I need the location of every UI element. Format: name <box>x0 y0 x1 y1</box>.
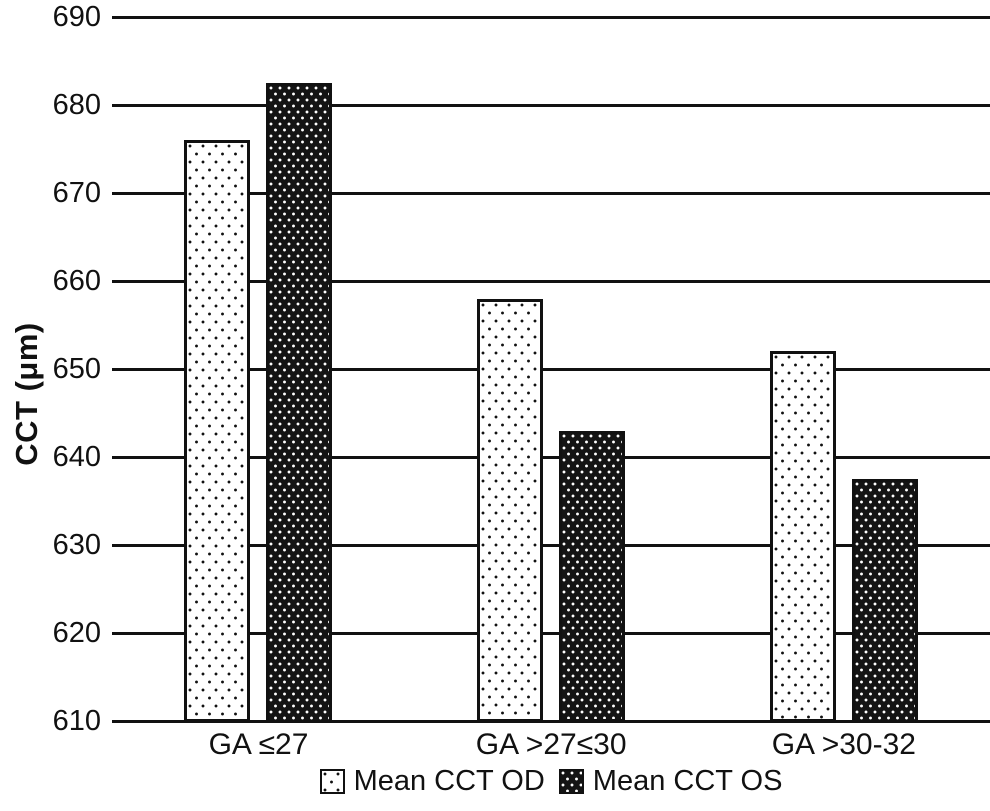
legend-item-os: Mean CCT OS <box>558 764 783 798</box>
x-category-label-1: GA >27≤30 <box>475 728 627 761</box>
gridline-y-650 <box>112 367 990 371</box>
gridline-y-620 <box>112 631 990 635</box>
gridline-y-680 <box>112 103 990 107</box>
y-tick-label-660: 660 <box>52 265 101 297</box>
gridline-y-690 <box>112 15 990 19</box>
y-tick-label-640: 640 <box>52 441 101 473</box>
y-tick-label-650: 650 <box>52 353 101 385</box>
y-tick-label-670: 670 <box>52 177 101 209</box>
bar-od-group-0 <box>184 140 251 723</box>
bar-os-group-2 <box>851 479 918 723</box>
y-tick-label-680: 680 <box>52 89 101 121</box>
gridline-y-660 <box>112 279 990 283</box>
y-tick-label-620: 620 <box>52 617 101 649</box>
gridline-y-630 <box>112 543 990 547</box>
y-tick-label-610: 610 <box>52 705 101 737</box>
y-tick-label-630: 630 <box>52 529 101 561</box>
bar-od-group-1 <box>477 298 543 723</box>
legend-swatch-od-icon <box>319 768 345 794</box>
y-tick-label-690: 690 <box>52 1 101 33</box>
legend-label-os: Mean CCT OS <box>592 765 783 797</box>
gridline-y-640 <box>112 455 990 459</box>
gridline-y-610 <box>112 719 990 723</box>
x-category-label-0: GA ≤27 <box>208 728 309 761</box>
bar-od-group-2 <box>769 351 836 723</box>
bar-os-group-1 <box>559 430 625 723</box>
legend: Mean CCT OD Mean CCT OS <box>112 764 990 798</box>
legend-item-od: Mean CCT OD <box>319 764 545 798</box>
x-category-label-2: GA >30-32 <box>771 728 916 761</box>
gridline-y-670 <box>112 191 990 195</box>
legend-label-od: Mean CCT OD <box>353 765 545 797</box>
bar-os-group-0 <box>266 83 333 723</box>
legend-swatch-os-icon <box>558 768 584 794</box>
